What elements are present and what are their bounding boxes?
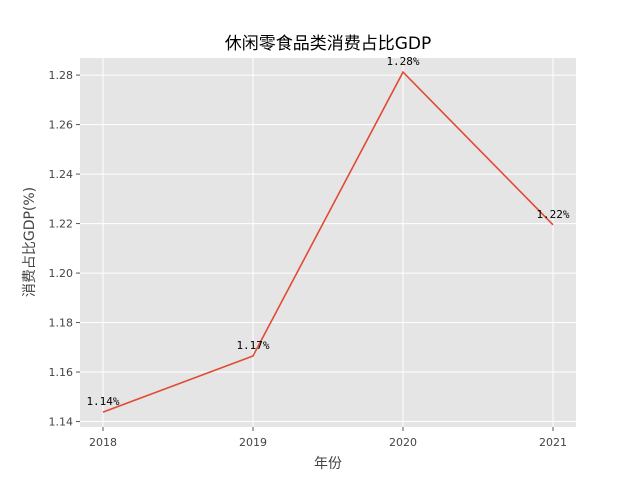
grid-lines (80, 58, 576, 427)
plot-background (80, 58, 576, 427)
data-label: 1.28% (386, 55, 419, 68)
data-label: 1.22% (536, 208, 569, 221)
x-tick-label: 2019 (239, 436, 267, 449)
x-tick-label: 2020 (389, 436, 417, 449)
x-tick-label: 2018 (89, 436, 117, 449)
chart-title: 休闲零食品类消费占比GDP (225, 34, 432, 54)
y-tick-label: 1.24 (49, 168, 74, 181)
data-label: 1.17% (236, 339, 269, 352)
x-axis-label: 年份 (314, 456, 342, 472)
y-tick-label: 1.28 (49, 69, 74, 82)
x-tick-label: 2021 (539, 436, 567, 449)
x-axis-ticks: 2018 2019 2020 2021 (89, 427, 567, 449)
data-label: 1.14% (86, 395, 119, 408)
y-tick-label: 1.18 (49, 317, 74, 330)
data-labels: 1.14% 1.17% 1.28% 1.22% (86, 55, 569, 408)
y-axis-label: 消费占比GDP(%) (22, 187, 38, 297)
y-tick-label: 1.22 (49, 218, 74, 231)
y-tick-label: 1.26 (49, 119, 74, 132)
y-tick-label: 1.16 (49, 366, 74, 379)
y-tick-label: 1.20 (49, 267, 74, 280)
y-tick-label: 1.14 (49, 416, 74, 429)
y-axis-ticks: 1.14 1.16 1.18 1.20 1.22 1.24 1.26 1.28 (49, 69, 80, 429)
series-line (102, 70, 554, 413)
